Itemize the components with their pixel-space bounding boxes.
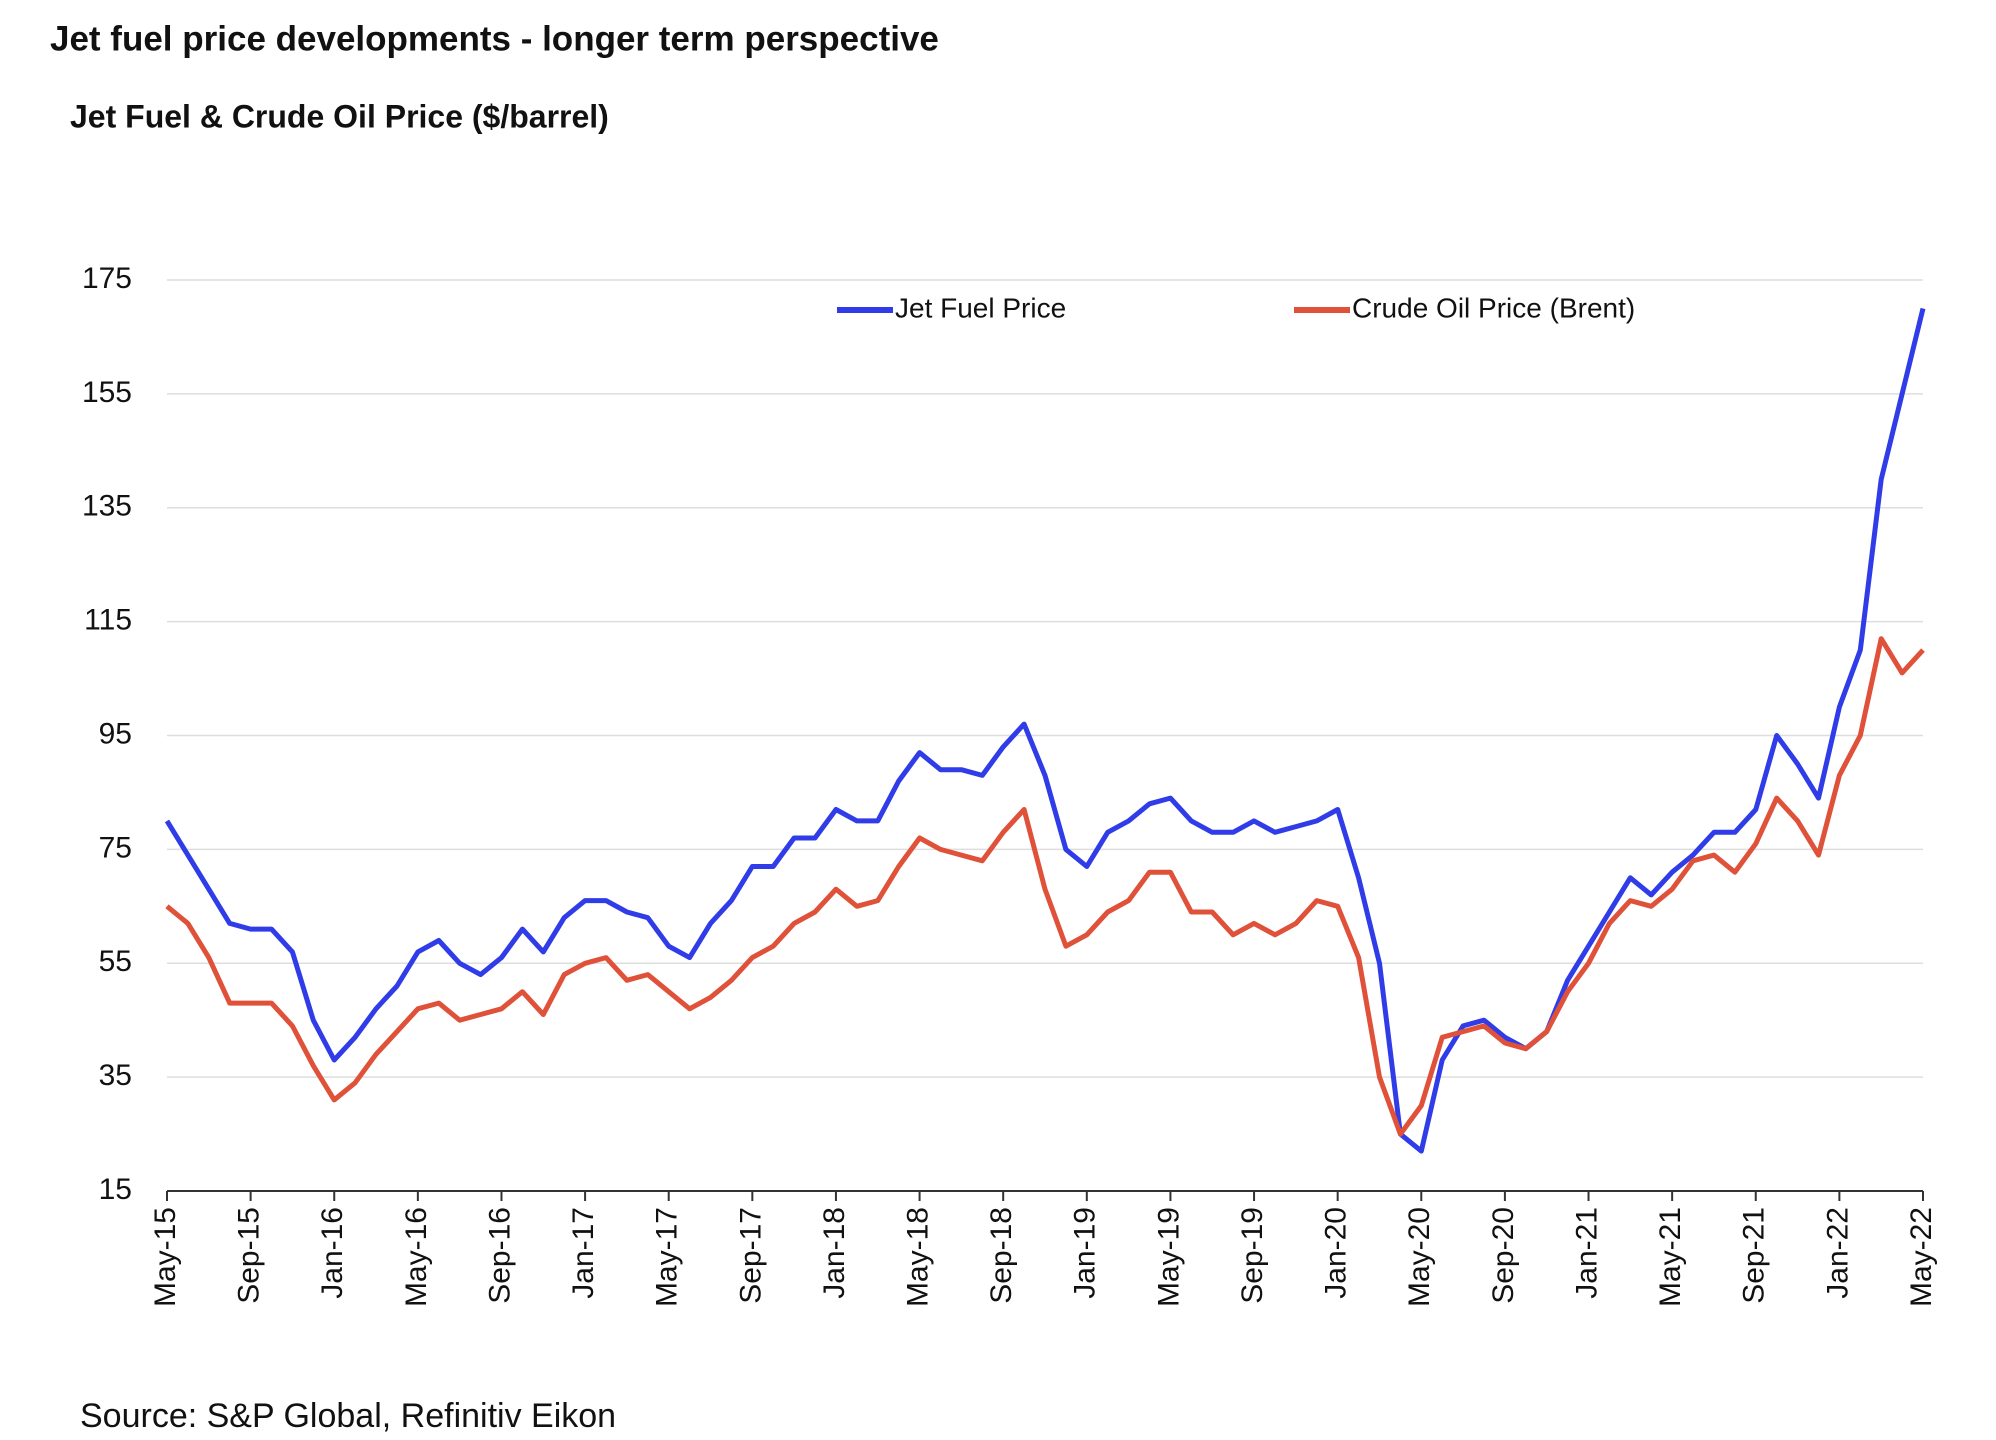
x-tick-label: Sep-20 (1487, 1207, 1520, 1304)
y-tick-label: 55 (99, 945, 132, 978)
x-tick-label: May-20 (1403, 1207, 1436, 1307)
x-tick-label: Jan-17 (567, 1207, 600, 1299)
x-tick-label: May-21 (1654, 1207, 1687, 1307)
x-tick-label: Jan-18 (818, 1207, 851, 1299)
x-tick-label: Jan-21 (1570, 1207, 1603, 1299)
y-tick-label: 15 (99, 1173, 132, 1206)
x-tick-label: Sep-16 (483, 1207, 516, 1304)
x-tick-label: Sep-21 (1738, 1207, 1771, 1304)
page-title: Jet fuel price developments - longer ter… (50, 19, 939, 58)
x-tick-label: May-22 (1905, 1207, 1938, 1307)
x-tick-label: Jan-20 (1320, 1207, 1353, 1299)
y-tick-label: 35 (99, 1059, 132, 1092)
x-tick-label: May-15 (149, 1207, 182, 1307)
source: Source: S&P Global, Refinitiv Eikon (80, 1397, 616, 1435)
chart-title: Jet Fuel & Crude Oil Price ($/barrel) (70, 98, 609, 134)
y-tick-label: 135 (82, 490, 132, 523)
legend-label: Crude Oil Price (Brent) (1352, 292, 1635, 323)
x-tick-label: May-17 (651, 1207, 684, 1307)
x-tick-label: Sep-15 (233, 1207, 266, 1304)
x-tick-label: Jan-22 (1821, 1207, 1854, 1299)
legend-label: Jet Fuel Price (895, 292, 1066, 323)
x-tick-label: May-19 (1152, 1207, 1185, 1307)
x-tick-label: May-18 (901, 1207, 934, 1307)
y-tick-label: 95 (99, 717, 132, 750)
x-tick-label: Jan-16 (316, 1207, 349, 1299)
series-line (164, 307, 1926, 1154)
y-tick-label: 175 (82, 262, 132, 295)
series-line (165, 636, 1925, 1137)
y-tick-label: 115 (84, 604, 132, 637)
y-tick-label: 155 (82, 376, 132, 409)
x-tick-label: Sep-19 (1236, 1207, 1269, 1304)
x-tick-label: Sep-17 (734, 1207, 767, 1304)
x-tick-label: May-16 (400, 1207, 433, 1307)
y-tick-label: 75 (99, 831, 132, 864)
x-tick-label: Jan-19 (1069, 1207, 1102, 1299)
x-tick-label: Sep-18 (985, 1207, 1018, 1304)
